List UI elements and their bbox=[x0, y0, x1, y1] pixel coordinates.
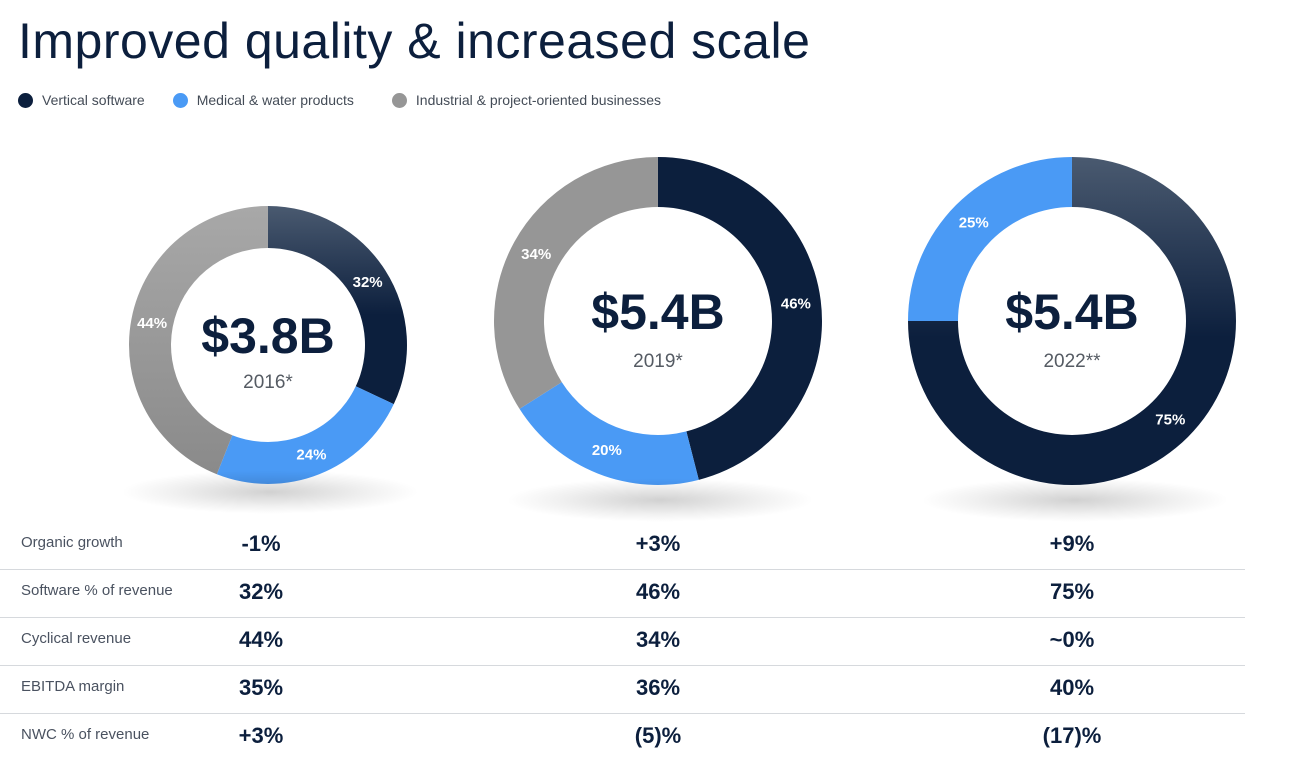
metric-value-2016: 32% bbox=[238, 579, 284, 604]
metric-label: Software % of revenue bbox=[21, 582, 173, 599]
metric-value-2022: +9% bbox=[1049, 531, 1095, 556]
donut-shadow bbox=[505, 478, 815, 522]
metric-value-2016: -1% bbox=[241, 531, 281, 556]
metric-label: NWC % of revenue bbox=[21, 726, 150, 743]
donut-slice-label: 24% bbox=[296, 447, 326, 464]
metric-value-2019: 34% bbox=[635, 627, 681, 652]
metric-row-nwc-revenue: NWC % of revenue +3% (5)% (17)% bbox=[0, 714, 1245, 761]
metric-value-2022: 75% bbox=[1049, 579, 1095, 604]
donut-slice-medical-water-2022 bbox=[908, 157, 1072, 321]
metric-row-software-revenue: Software % of revenue 32% 46% 75% bbox=[0, 570, 1245, 618]
metric-value-2019: (5)% bbox=[634, 723, 682, 748]
donut-center-value: $3.8B bbox=[201, 308, 334, 364]
donut-center-year: 2016* bbox=[243, 372, 293, 393]
legend-item-vertical-software: Vertical software bbox=[18, 92, 145, 108]
donut-slice-label: 25% bbox=[959, 215, 989, 232]
metric-value-2016: 44% bbox=[238, 627, 284, 652]
donut-slice-label: 75% bbox=[1155, 411, 1185, 428]
metric-row-ebitda-margin: EBITDA margin 35% 36% 40% bbox=[0, 666, 1245, 714]
donut-slice-industrial-2019 bbox=[494, 157, 658, 409]
legend-item-medical-water: Medical & water products bbox=[172, 92, 354, 108]
chart-legend: Vertical software Medical & water produc… bbox=[18, 92, 689, 108]
donut-slice-vertical-software-2022 bbox=[908, 157, 1237, 485]
metric-value-2019: +3% bbox=[635, 531, 681, 556]
legend-label: Medical & water products bbox=[196, 92, 354, 108]
donut-slice-label: 46% bbox=[781, 296, 811, 313]
donut-slice-vertical-software-2016 bbox=[268, 206, 408, 405]
donut-charts-area: 32% 24% 44% $3.8B 2016* 46% 20% 34% $5.4B 2019* 75… bbox=[120, 157, 1237, 522]
metric-value-2016: +3% bbox=[238, 723, 284, 748]
page-title: Improved quality & increased scale bbox=[18, 13, 811, 69]
metric-row-organic-growth: Organic growth -1% +3% +9% bbox=[0, 522, 1245, 570]
donut-slice-label: 44% bbox=[137, 315, 167, 332]
donut-shadow bbox=[920, 478, 1230, 522]
metric-value-2022: (17)% bbox=[1042, 723, 1102, 748]
donut-center-value: $5.4B bbox=[591, 284, 724, 340]
donut-center-year: 2022** bbox=[1043, 351, 1101, 372]
legend-label: Vertical software bbox=[42, 92, 145, 108]
legend-dot-vertical-software bbox=[18, 92, 33, 108]
legend-label: Industrial & project-oriented businesses bbox=[415, 92, 662, 108]
legend-dot-medical-water bbox=[172, 92, 188, 108]
metric-label: Organic growth bbox=[21, 534, 123, 551]
donut-slice-label: 20% bbox=[592, 442, 622, 459]
metric-value-2016: 35% bbox=[238, 675, 284, 700]
donut-center-value: $5.4B bbox=[1005, 284, 1138, 340]
legend-item-industrial: Industrial & project-oriented businesses bbox=[391, 92, 662, 108]
metric-label: Cyclical revenue bbox=[21, 630, 132, 647]
donut-shadow bbox=[120, 470, 420, 514]
donut-center-year: 2019* bbox=[633, 351, 683, 372]
metric-label: EBITDA margin bbox=[21, 678, 125, 695]
donut-slice-vertical-software-2019 bbox=[658, 157, 822, 480]
donut-slice-industrial-2016 bbox=[129, 206, 268, 475]
donut-slice-label: 34% bbox=[521, 246, 551, 263]
metric-row-cyclical-revenue: Cyclical revenue 44% 34% ~0% bbox=[0, 618, 1245, 666]
metric-value-2019: 36% bbox=[635, 675, 681, 700]
metric-value-2022: ~0% bbox=[1049, 627, 1095, 652]
metric-value-2019: 46% bbox=[635, 579, 681, 604]
donut-charts-svg: 32% 24% 44% $3.8B 2016* 46% 20% 34% $5.4B 2019* 75… bbox=[129, 157, 1237, 485]
donut-slice-medical-water-2019 bbox=[519, 382, 699, 485]
donut-slice-label: 32% bbox=[353, 274, 383, 291]
metric-value-2022: 40% bbox=[1049, 675, 1095, 700]
legend-dot-industrial bbox=[391, 92, 407, 108]
metrics-table: Organic growth -1% +3% +9% Software % of… bbox=[0, 522, 1245, 761]
donut-slice-medical-water-2016 bbox=[216, 386, 394, 485]
